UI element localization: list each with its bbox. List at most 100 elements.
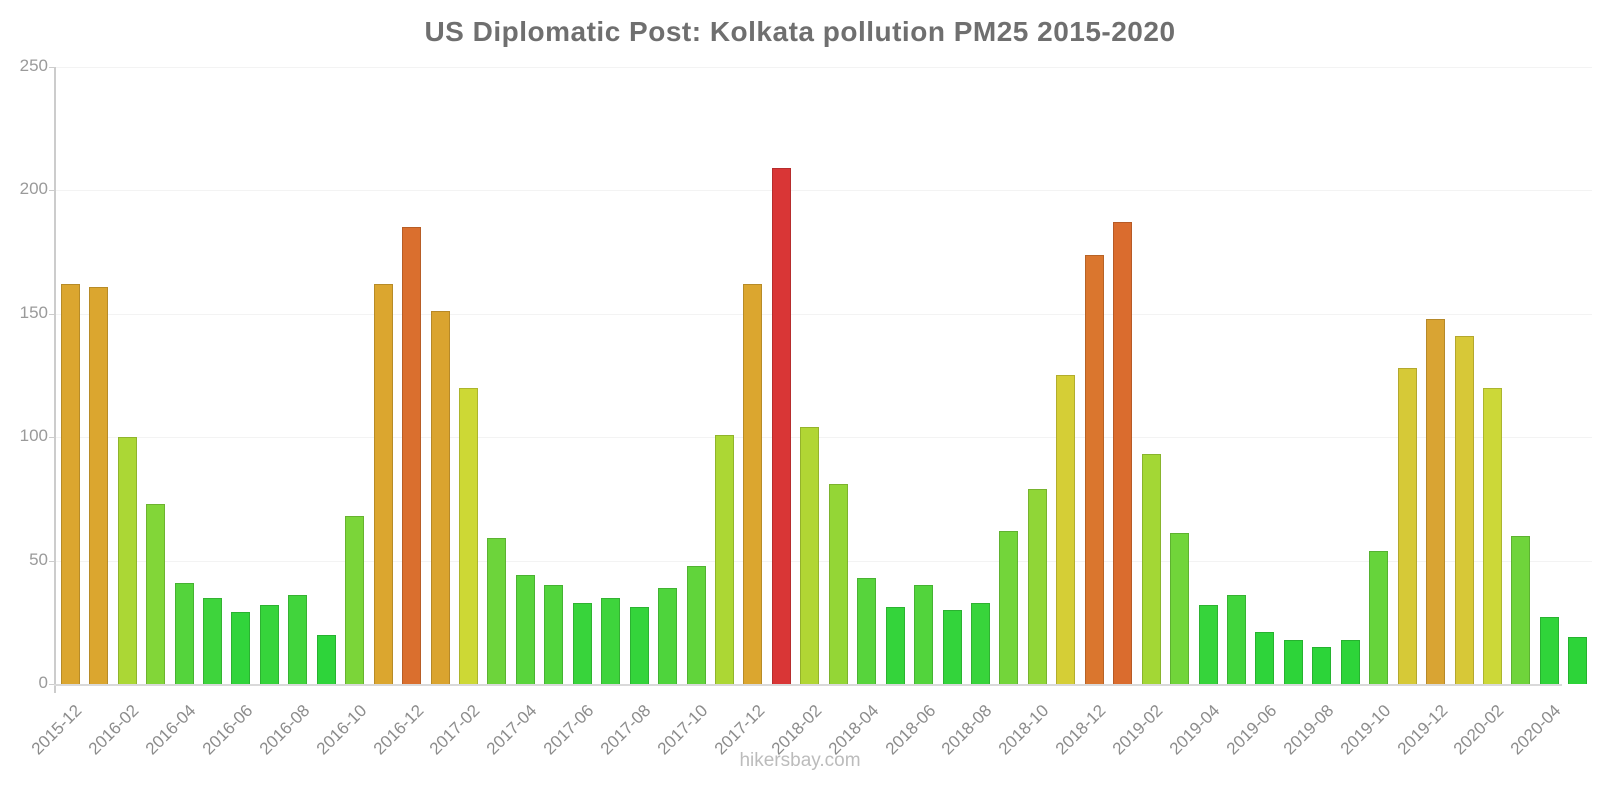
bar-2017-10[interactable]	[686, 566, 706, 684]
bar-2017-07[interactable]	[601, 598, 621, 684]
x-axis-label-2015-12: 2015-12	[28, 700, 86, 759]
x-axis-label-2017-06: 2017-06	[540, 700, 598, 759]
bar-2018-05[interactable]	[885, 607, 905, 684]
bar-2016-04[interactable]	[174, 583, 194, 684]
y-axis-label-150: 150	[19, 302, 48, 322]
x-axis-label-2018-10: 2018-10	[995, 700, 1053, 759]
bar-2018-01[interactable]	[771, 168, 791, 684]
bar-2016-01[interactable]	[89, 287, 109, 684]
x-axis-labels: 2015-12 2016-02 2016-04 2016-06 2016-08 2016-…	[28, 684, 1592, 794]
x-axis-label-2016-10: 2016-10	[312, 700, 371, 759]
bar-2017-09[interactable]	[658, 588, 678, 684]
x-axis-label-2016-04: 2016-04	[141, 700, 200, 759]
bar-2016-08[interactable]	[288, 595, 308, 684]
bar-2017-06[interactable]	[572, 603, 592, 684]
bar-2016-10[interactable]	[345, 516, 365, 684]
bar-2019-05[interactable]	[1226, 595, 1246, 684]
bar-2019-04[interactable]	[1198, 605, 1218, 684]
x-axis-label-2018-08: 2018-08	[938, 700, 996, 759]
y-tick-50	[49, 560, 54, 562]
bar-2015-12[interactable]	[60, 284, 80, 684]
bar-2017-08[interactable]	[629, 607, 649, 684]
bar-2017-05[interactable]	[544, 585, 564, 684]
bar-2020-05[interactable]	[1568, 637, 1588, 684]
watermark: hikersbay.com	[739, 750, 861, 771]
bar-2018-07[interactable]	[942, 610, 962, 684]
x-axis-label-2016-12: 2016-12	[369, 700, 427, 759]
y-axis-label-200: 200	[19, 179, 48, 199]
y-axis-label-100: 100	[19, 426, 48, 446]
gridline-250	[56, 67, 1592, 68]
bar-2018-03[interactable]	[828, 484, 848, 684]
bar-2016-12[interactable]	[402, 227, 422, 684]
x-axis-label-2017-04: 2017-04	[483, 700, 541, 759]
chart-title: US Diplomatic Post: Kolkata pollution PM…	[424, 16, 1176, 47]
bar-2019-02[interactable]	[1141, 454, 1161, 684]
x-axis-label-2019-10: 2019-10	[1336, 700, 1395, 759]
bar-2017-11[interactable]	[714, 435, 734, 684]
bar-2018-04[interactable]	[857, 578, 877, 684]
gridline-50	[56, 560, 1592, 562]
x-axis-label-2016-02: 2016-02	[84, 700, 143, 759]
x-axis-label-2018-06: 2018-06	[881, 700, 939, 759]
x-axis-label-2019-02: 2019-02	[1108, 700, 1167, 759]
x-axis-label-2019-12: 2019-12	[1393, 700, 1451, 759]
x-axis-label-2017-08: 2017-08	[596, 700, 655, 759]
x-axis-label-2016-06: 2016-06	[198, 700, 257, 759]
bar-2018-02[interactable]	[800, 427, 820, 684]
bar-2017-04[interactable]	[515, 575, 535, 684]
bar-2019-01[interactable]	[1113, 222, 1133, 684]
bar-2016-06[interactable]	[231, 612, 251, 684]
x-axis-label-2017-02: 2017-02	[426, 700, 484, 759]
bar-2019-03[interactable]	[1170, 533, 1190, 684]
bar-2017-03[interactable]	[487, 538, 507, 684]
x-axis-label-2016-08: 2016-08	[255, 700, 314, 759]
bar-2016-07[interactable]	[259, 605, 279, 684]
bar-2020-03[interactable]	[1511, 536, 1531, 684]
gridline-200	[56, 190, 1592, 192]
bar-2019-10[interactable]	[1369, 551, 1389, 684]
bar-2016-03[interactable]	[146, 504, 166, 684]
bar-2017-12[interactable]	[743, 284, 763, 684]
y-axis-label-250: 250	[19, 56, 48, 75]
bar-2016-05[interactable]	[202, 598, 222, 684]
bar-2018-06[interactable]	[914, 585, 934, 684]
bar-2017-01[interactable]	[430, 311, 450, 684]
y-tick-150	[49, 313, 54, 315]
y-tick-200	[49, 190, 54, 192]
bar-2018-11[interactable]	[1056, 375, 1076, 684]
y-axis-line	[54, 67, 56, 693]
bar-2019-12[interactable]	[1426, 319, 1446, 684]
bar-2016-09[interactable]	[316, 635, 336, 684]
gridline-150	[56, 313, 1592, 315]
x-axis-label-2019-04: 2019-04	[1165, 700, 1224, 759]
bar-2019-08[interactable]	[1312, 647, 1332, 684]
bar-2019-07[interactable]	[1283, 640, 1303, 684]
x-axis-label-2020-02: 2020-02	[1450, 700, 1508, 759]
bar-2016-02[interactable]	[117, 437, 137, 684]
x-axis-label-2019-08: 2019-08	[1279, 700, 1338, 759]
bar-2019-11[interactable]	[1397, 368, 1417, 684]
x-axis-line	[54, 684, 1562, 686]
y-axis-label-0: 0	[38, 673, 48, 692]
x-axis-label-2019-06: 2019-06	[1222, 700, 1281, 759]
bar-2018-08[interactable]	[970, 603, 990, 684]
bar-2018-12[interactable]	[1084, 255, 1104, 684]
plot-area: 0 50 100 150 200 250 2015-12 2016-02 2016-04 201…	[20, 56, 1592, 758]
bar-2018-09[interactable]	[999, 531, 1019, 684]
y-tick-100	[49, 437, 54, 439]
bar-2020-04[interactable]	[1539, 617, 1559, 684]
bar-2017-02[interactable]	[458, 388, 478, 684]
y-tick-250	[49, 67, 54, 68]
x-axis-label-2020-04: 2020-04	[1507, 700, 1565, 759]
gridline-100	[56, 437, 1592, 439]
x-axis-label-2017-10: 2017-10	[653, 700, 712, 759]
bar-2016-11[interactable]	[373, 284, 393, 684]
y-axis-label-50: 50	[29, 549, 48, 569]
bar-2019-09[interactable]	[1340, 640, 1360, 684]
bar-2020-01[interactable]	[1454, 336, 1474, 684]
bar-2018-10[interactable]	[1027, 489, 1047, 684]
bar-2020-02[interactable]	[1482, 388, 1502, 684]
bar-2019-06[interactable]	[1255, 632, 1275, 684]
